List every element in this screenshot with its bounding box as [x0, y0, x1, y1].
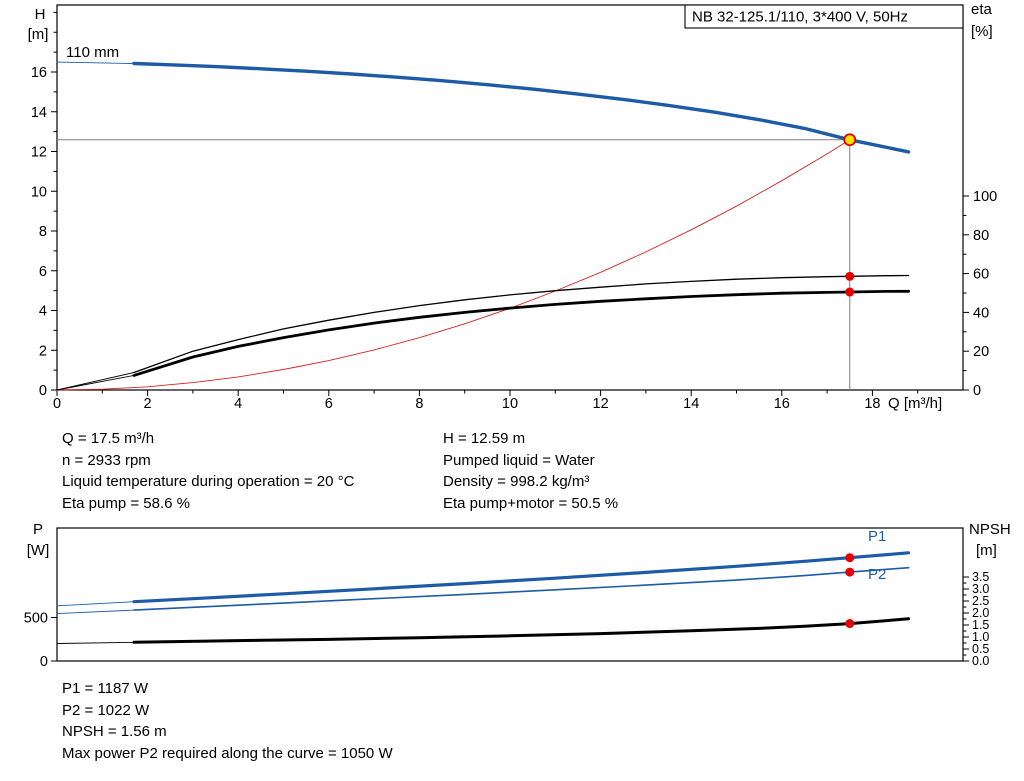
detail-density: Density = 998.2 kg/m³	[443, 473, 590, 490]
p2-curve-label: P2	[868, 566, 886, 583]
detail-max-power: Max power P2 required along the curve = …	[62, 744, 393, 762]
eta-pump-motor-curve	[132, 289, 910, 377]
y-right-tick-label: 0	[973, 383, 981, 399]
plot-frame	[56, 4, 964, 391]
x-tick-label: 6	[325, 396, 333, 412]
y-right-tick-label: 2.0	[972, 606, 989, 620]
y-left-tick-label: 8	[39, 224, 47, 240]
y-left-tick-label: 10	[31, 184, 47, 200]
detail-eta-pump-motor: Eta pump+motor = 50.5 %	[443, 494, 619, 512]
head-110mm-thin-extension	[56, 61, 135, 64]
y-right-tick-label: 3.0	[972, 582, 989, 596]
detail-head: H = 12.59 m	[443, 430, 526, 447]
head-axis-unit: [m]	[28, 26, 49, 43]
y-right-tick-label: 1.5	[972, 618, 989, 632]
p2-curve	[133, 566, 910, 611]
y-right-tick-label: 100	[973, 189, 997, 205]
duty-marker	[845, 567, 855, 577]
power-npsh-chart: 0 500 P [W] 0.00.51.01.52.02.53.03.5 NPSH [m] P…	[24, 521, 1011, 670]
plot-frame	[56, 527, 964, 662]
power-details: P1 = 1187 W P2 = 1022 W NPSH = 1.56 m Ma…	[62, 678, 393, 764]
y-left-tick-label: 14	[31, 105, 47, 121]
x-tick-label: 16	[774, 396, 790, 412]
y-left-tick-label: 16	[31, 65, 47, 81]
duty-details-right: H = 12.59 m Pumped liquid = Water Densit…	[443, 428, 618, 514]
detail-flow: Q = 17.5 m³/h	[62, 430, 155, 447]
npsh-axis-title: NPSH	[969, 521, 1011, 538]
power-axis-unit: [W]	[27, 542, 50, 559]
impeller-size-label: 110 mm	[66, 44, 119, 61]
y-right-tick-label: 60	[973, 267, 989, 283]
x-tick-label: 10	[502, 396, 518, 412]
duty-marker	[845, 271, 855, 281]
y-left-tick-label: 6	[39, 264, 47, 280]
detail-speed: n = 2933 rpm	[62, 451, 151, 469]
y-right-tick-label: 80	[973, 228, 989, 244]
y-left-tick-label: 12	[31, 145, 47, 161]
y-right-tick-label: 3.5	[972, 570, 989, 584]
operating-point	[843, 133, 857, 147]
eta-axis-unit: [%]	[971, 23, 993, 40]
p1-curve-label: P1	[868, 528, 886, 545]
y-right-tick-label: 20	[973, 344, 989, 360]
hq-eta-chart: 0 2 4 6 8 10 12 14 16 18 Q [m³/h] 0 2 4 6 8 10 12 14 16 H [m]…	[28, 1, 998, 412]
head-axis-title: H	[35, 6, 46, 23]
npsh-axis-unit: [m]	[976, 542, 997, 559]
y-left-tick-label: 500	[24, 611, 48, 627]
y-right-tick-label: 40	[973, 305, 989, 321]
x-tick-label: 2	[144, 396, 152, 412]
power-axis-title: P	[33, 521, 43, 538]
head-110mm-curve	[132, 61, 911, 154]
x-tick-label: 8	[415, 396, 423, 412]
p1-curve	[132, 551, 911, 604]
eta-axis-title: eta	[971, 1, 993, 18]
y-right-tick-label: 0.0	[972, 654, 989, 668]
eta-pump-curve	[133, 274, 910, 374]
x-tick-label: 12	[593, 396, 609, 412]
detail-npsh: NPSH = 1.56 m	[62, 723, 167, 740]
detail-temperature: Liquid temperature during operation = 20…	[62, 473, 355, 490]
duty-details-left: Q = 17.5 m³/h n = 2933 rpm Liquid temper…	[62, 428, 354, 514]
y-left-tick-label: 0	[39, 383, 47, 399]
y-left-tick-label: 4	[39, 304, 47, 320]
y-right-tick-label: 2.5	[972, 594, 989, 608]
detail-p2: P2 = 1022 W	[62, 701, 150, 719]
pump-title: NB 32-125.1/110, 3*400 V, 50Hz	[692, 9, 908, 26]
eta-pump-thin-extension	[56, 372, 135, 391]
x-axis-title: Q [m³/h]	[888, 395, 942, 412]
p2-thin-extension	[56, 609, 135, 615]
eta-pump-motor-thin-extension	[56, 374, 135, 391]
detail-liquid: Pumped liquid = Water	[443, 451, 595, 469]
duty-marker	[845, 287, 855, 297]
x-tick-label: 0	[53, 396, 61, 412]
x-tick-label: 18	[864, 396, 880, 412]
npsh-thin-extension	[56, 641, 135, 644]
duty-marker	[845, 553, 855, 563]
y-left-tick-label: 0	[40, 654, 48, 670]
system-curve-curve	[56, 139, 851, 391]
y-right-tick-label: 1.0	[972, 630, 989, 644]
y-right-tick-label: 0.5	[972, 642, 989, 656]
detail-eta-pump: Eta pump = 58.6 %	[62, 494, 190, 512]
duty-marker	[845, 619, 855, 629]
npsh-curve	[132, 617, 911, 644]
y-left-tick-label: 2	[39, 343, 47, 359]
x-tick-label: 4	[234, 396, 242, 412]
p1-thin-extension	[56, 601, 135, 607]
x-tick-label: 14	[683, 396, 699, 412]
detail-p1: P1 = 1187 W	[62, 680, 149, 697]
pump-title-box	[684, 4, 964, 29]
